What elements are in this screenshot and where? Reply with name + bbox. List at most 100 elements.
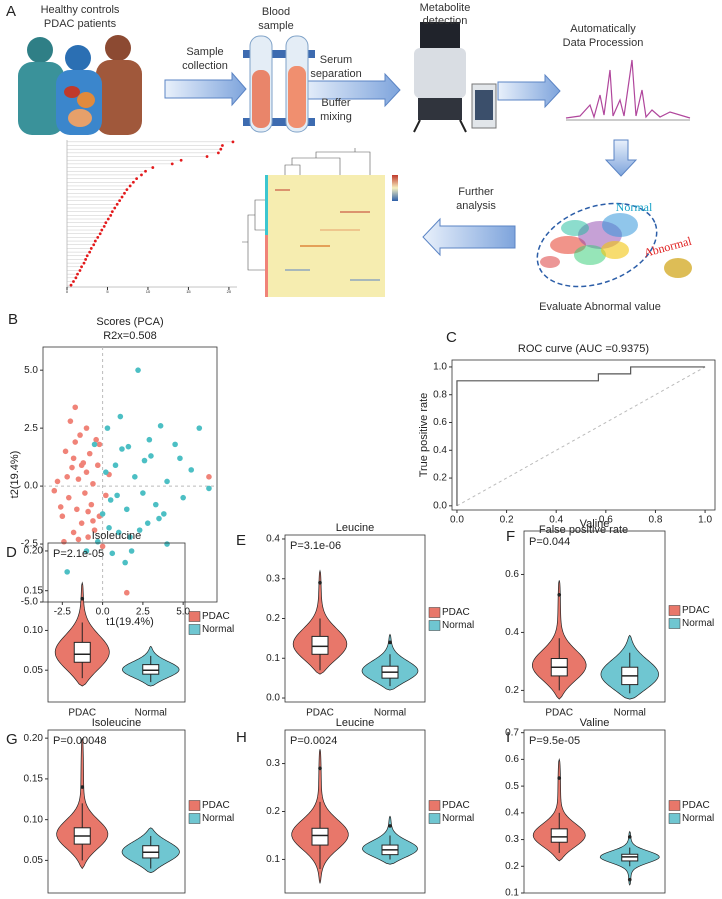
step-label: Buffer — [321, 97, 350, 109]
x-tick-label: 1.0 — [698, 515, 712, 526]
legend-swatch — [428, 607, 441, 618]
point — [83, 425, 90, 431]
legend-swatch — [668, 813, 681, 824]
step-label: Metabolite — [420, 2, 471, 14]
legend-label: PDAC — [682, 800, 710, 811]
y-tick-label: 0.3 — [266, 758, 280, 769]
point — [140, 490, 146, 496]
y-tick-label: 0.3 — [266, 573, 280, 584]
abnormal-label: Abnormal — [642, 234, 693, 260]
dot — [131, 180, 135, 184]
y-tick-label: 0.05 — [24, 855, 44, 866]
box — [311, 635, 329, 655]
dot — [92, 243, 96, 247]
outlier — [80, 596, 85, 601]
step-label: Data Procession — [563, 37, 644, 49]
point — [90, 480, 96, 487]
x-tick-label: 0.0 — [96, 607, 110, 618]
point — [114, 492, 120, 499]
point — [74, 506, 80, 513]
y-tick-label: 0.4 — [433, 445, 447, 456]
point — [177, 455, 183, 462]
x-tick-label: 5.0 — [176, 607, 190, 618]
p-value: P=9.5e-05 — [529, 735, 580, 747]
outlier — [627, 877, 632, 882]
panel-label: A — [6, 3, 16, 20]
dot — [82, 261, 86, 265]
point — [62, 448, 69, 455]
point — [119, 446, 125, 452]
point — [128, 548, 135, 554]
point — [125, 443, 132, 450]
box — [73, 641, 91, 663]
dot — [89, 247, 93, 250]
box — [142, 664, 160, 675]
dot — [179, 158, 183, 162]
legend-swatch — [188, 624, 201, 635]
y-tick-label: 1.0 — [433, 362, 447, 373]
point — [103, 492, 109, 499]
panel-label: H — [236, 729, 247, 746]
point — [54, 478, 61, 485]
outlier — [388, 640, 392, 645]
panel-label: I — [506, 729, 510, 746]
point — [152, 501, 159, 508]
point — [64, 474, 70, 480]
y-tick-label: 0.6 — [433, 417, 447, 428]
y-tick-label: 0.15 — [24, 585, 44, 596]
y-tick-label: 0.8 — [433, 389, 447, 400]
y-axis-label: True positive rate — [418, 393, 430, 478]
point — [61, 538, 67, 545]
p-value: P=3.1e-06 — [290, 540, 341, 552]
outlier — [557, 592, 562, 597]
dot — [78, 269, 82, 272]
point — [127, 534, 133, 540]
y-tick-label: 0.1 — [266, 653, 280, 664]
point — [83, 548, 90, 554]
dot — [221, 144, 224, 147]
step-label: collection — [182, 60, 228, 72]
point — [109, 550, 116, 557]
step-label: separation — [310, 68, 361, 80]
y-tick-label: 0.2 — [433, 473, 447, 484]
legend-label: PDAC — [682, 605, 710, 616]
outlier — [318, 766, 322, 771]
point — [103, 469, 109, 475]
legend-swatch — [668, 605, 681, 616]
chart-title: Valine — [580, 717, 610, 729]
dot — [231, 140, 235, 144]
y-tick-label: 0.7 — [505, 727, 519, 738]
x-tick-label: 15 — [186, 289, 191, 294]
dot — [80, 265, 83, 269]
dot — [84, 258, 88, 261]
roc-line — [456, 366, 706, 506]
dot — [151, 166, 155, 169]
legend-swatch — [428, 620, 441, 631]
outlier — [318, 580, 322, 585]
point — [99, 543, 106, 550]
dot — [85, 254, 89, 258]
panel-label: C — [446, 329, 457, 346]
plot-frame — [523, 729, 666, 894]
plot-frame — [47, 542, 186, 703]
dot — [102, 224, 106, 228]
x-tick-label: -2.5 — [54, 607, 72, 618]
dot — [120, 195, 124, 199]
point — [115, 529, 122, 536]
box — [550, 828, 568, 843]
y-tick-label: 0.0 — [24, 481, 38, 492]
y-tick-label: 0.6 — [505, 754, 519, 765]
panel-label: F — [506, 528, 515, 545]
y-tick-label: 0.0 — [433, 500, 447, 511]
y-tick-label: -5.0 — [21, 597, 39, 608]
y-tick-label: 0.15 — [24, 774, 44, 785]
point — [144, 520, 151, 526]
panel-labels: A B C D E F G H I — [6, 3, 515, 748]
chart-title: ROC curve (AUC =0.9375) — [518, 343, 649, 355]
subject-label: Healthy controls — [41, 4, 120, 16]
violin — [532, 758, 586, 862]
chart-title: Isoleucine — [92, 717, 142, 729]
y-tick-label: 0.1 — [266, 854, 280, 865]
point — [148, 453, 154, 459]
dot — [98, 232, 102, 236]
